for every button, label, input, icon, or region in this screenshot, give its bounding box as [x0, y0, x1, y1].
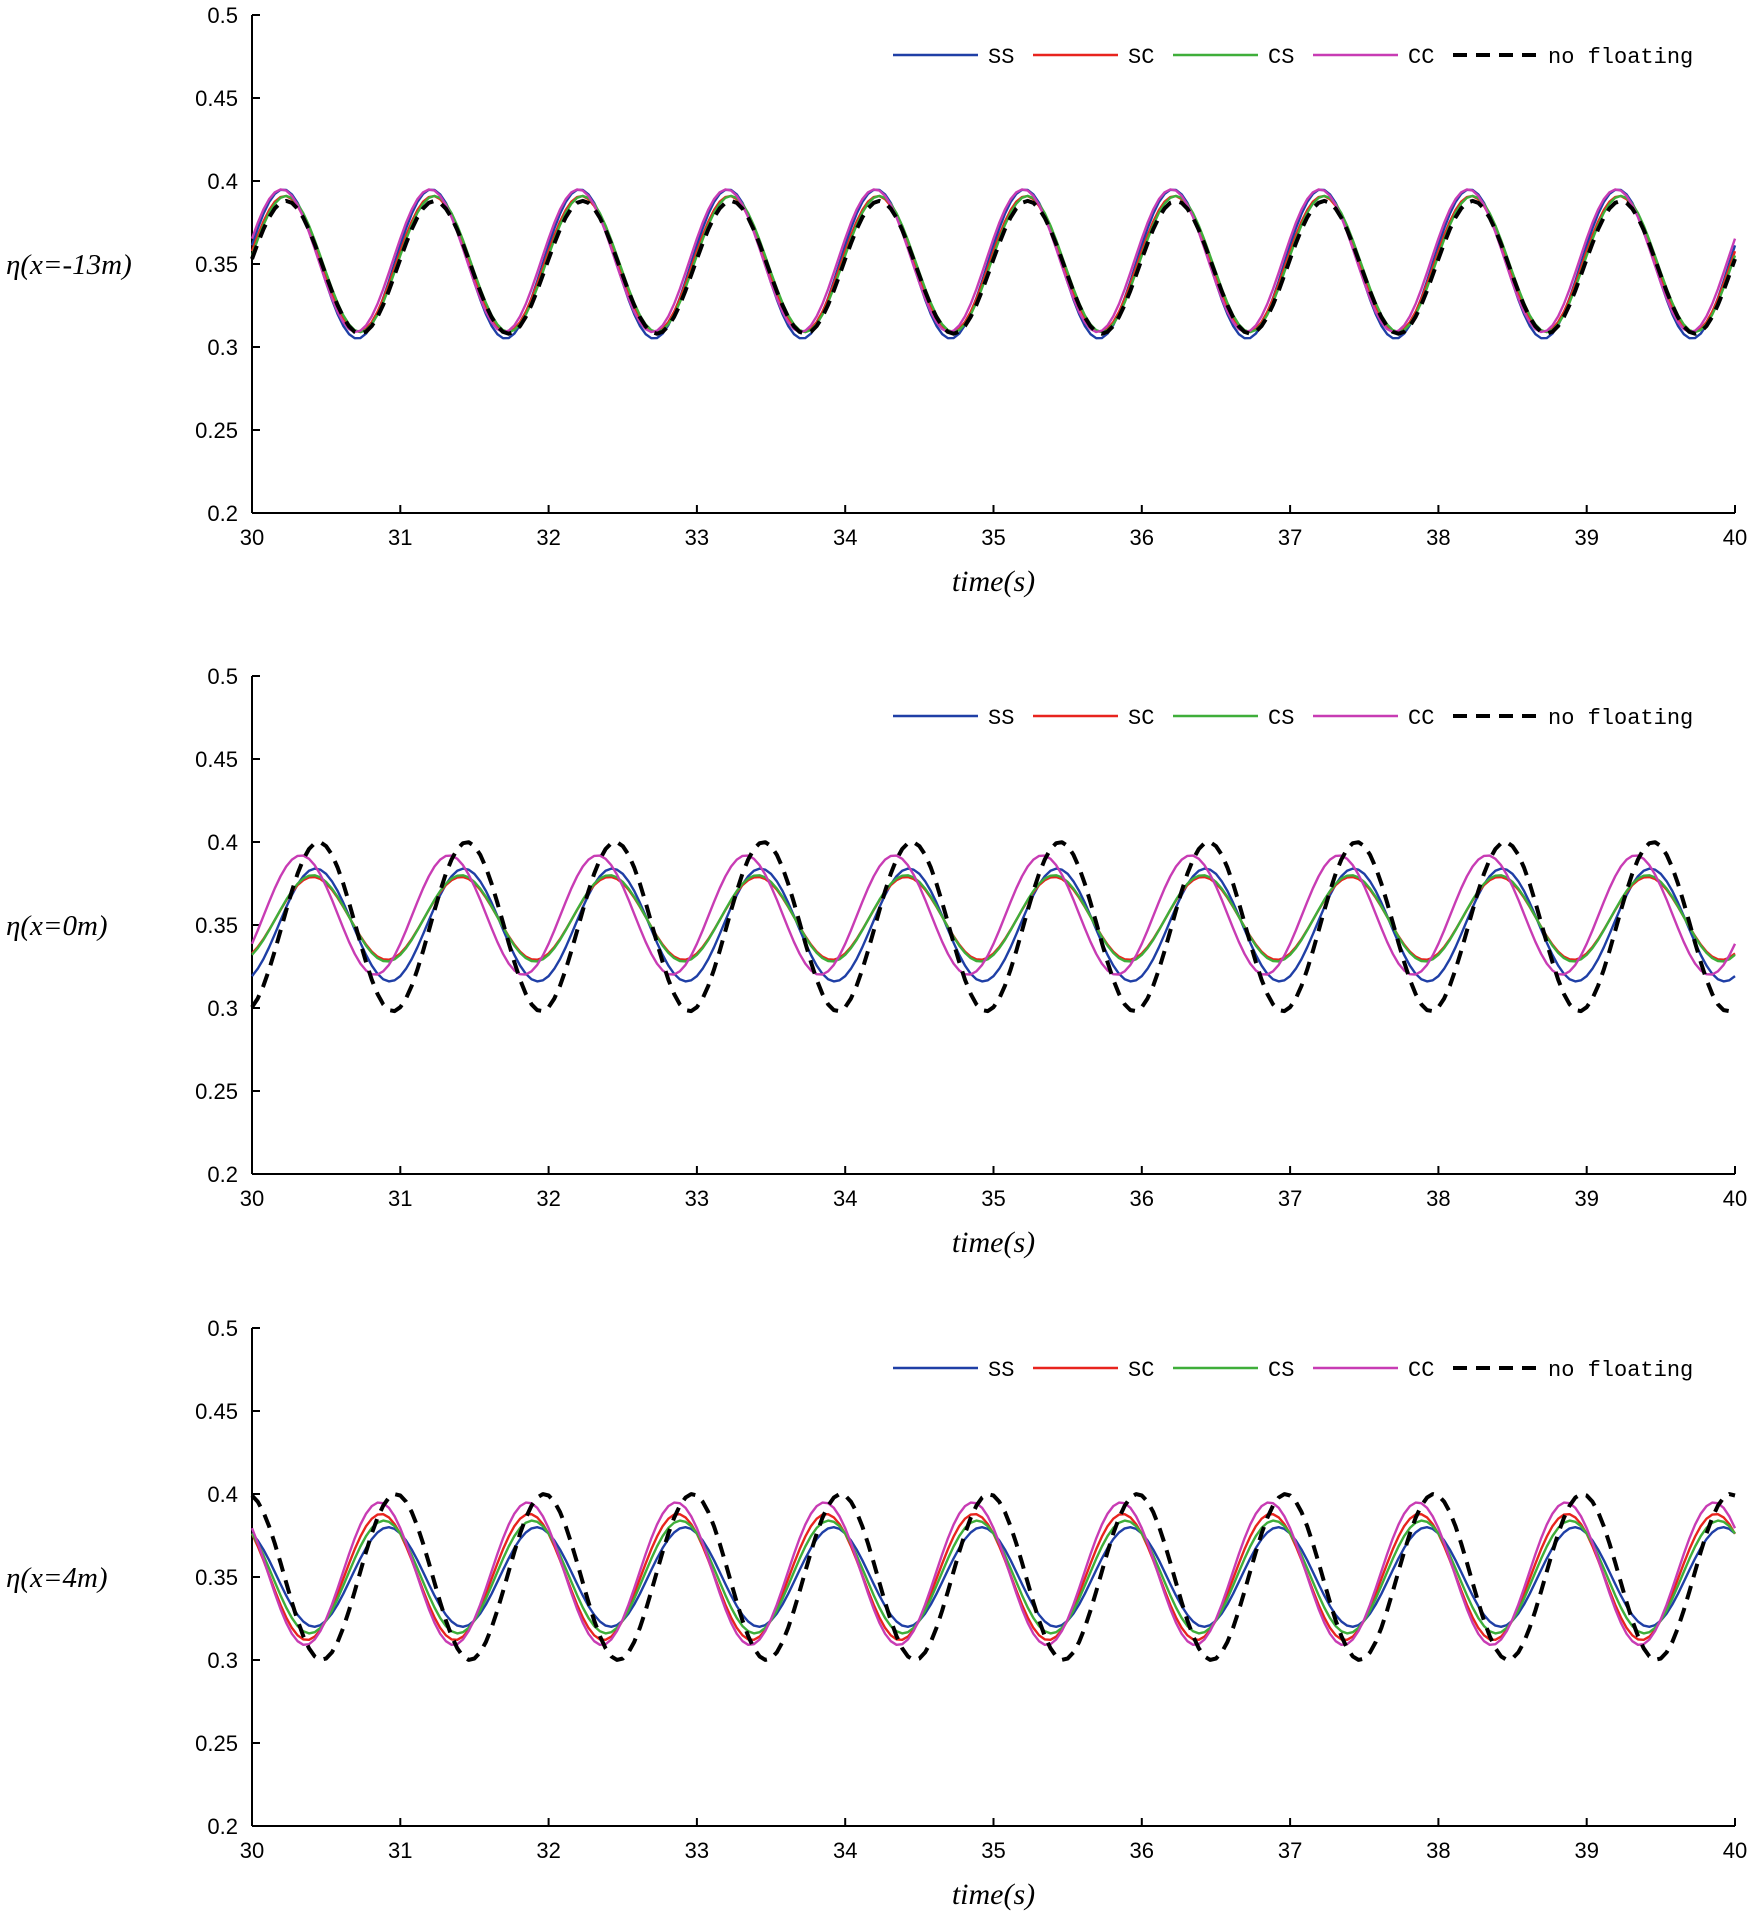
x-tick-label: 36: [1130, 1838, 1154, 1863]
x-tick-label: 40: [1723, 1186, 1747, 1211]
y-tick-label: 0.3: [207, 996, 238, 1021]
series-line-cs: [251, 874, 1736, 963]
legend-label: SS: [988, 45, 1014, 70]
x-tick-label: 35: [981, 1186, 1005, 1211]
chart-panel-1: 0.2 0.25 0.3 0.35 0.4 0.45 0.5 30 31 32 33 34 35 36 37…: [6, 3, 1747, 598]
y-tick-label: 0.2: [207, 1162, 238, 1187]
y-tick-label: 0.45: [195, 1399, 238, 1424]
x-tick-label: 36: [1130, 1186, 1154, 1211]
x-tick-label: 40: [1723, 1838, 1747, 1863]
series-line-ss: [250, 188, 1737, 340]
x-tick-label: 30: [240, 525, 264, 550]
y-tick-label: 0.2: [207, 501, 238, 526]
series-line-ss: [251, 1525, 1736, 1629]
y-axis-label: η(x=4m): [6, 1562, 108, 1594]
x-tick-label: 37: [1278, 525, 1302, 550]
x-tick-label: 37: [1278, 1186, 1302, 1211]
y-tick-label: 0.25: [195, 1731, 238, 1756]
x-tick-label: 40: [1723, 525, 1747, 550]
y-tick-label: 0.4: [207, 1482, 238, 1507]
x-tick-label: 32: [536, 1838, 560, 1863]
x-tick-label: 31: [388, 1186, 412, 1211]
x-tick-label: 33: [685, 525, 709, 550]
legend-label: CS: [1268, 45, 1294, 70]
x-axis-label: time(s): [952, 565, 1035, 598]
x-tick-label: 38: [1426, 1186, 1450, 1211]
y-tick-label: 0.5: [207, 3, 238, 28]
series-line-cs: [250, 194, 1737, 334]
legend-label: no floating: [1548, 1358, 1693, 1383]
x-tick-label: 38: [1426, 1838, 1450, 1863]
x-axis-label: time(s): [952, 1878, 1035, 1911]
y-tick-label: 0.3: [207, 1648, 238, 1673]
series-line-sc: [250, 194, 1737, 334]
x-tick-label: 39: [1574, 1186, 1598, 1211]
y-tick-label: 0.5: [207, 1316, 238, 1341]
legend-label: CC: [1408, 45, 1434, 70]
y-tick-label: 0.35: [195, 913, 238, 938]
x-tick-label: 38: [1426, 525, 1450, 550]
legend-label: CC: [1408, 706, 1434, 731]
legend-label: no floating: [1548, 706, 1693, 731]
x-tick-label: 33: [685, 1186, 709, 1211]
y-tick-label: 0.35: [195, 1565, 238, 1590]
x-tick-label: 37: [1278, 1838, 1302, 1863]
series-line-no-floating: [250, 1492, 1736, 1662]
legend-label: SS: [988, 1358, 1014, 1383]
x-tick-label: 34: [833, 1186, 857, 1211]
y-tick-label: 0.2: [207, 1814, 238, 1839]
legend-label: SC: [1128, 45, 1154, 70]
y-tick-label: 0.4: [207, 169, 238, 194]
x-axis-label: time(s): [952, 1226, 1035, 1259]
series-line-cc: [250, 1501, 1737, 1647]
legend-label: no floating: [1548, 45, 1693, 70]
x-tick-label: 35: [981, 525, 1005, 550]
x-tick-label: 34: [833, 1838, 857, 1863]
y-tick-label: 0.45: [195, 86, 238, 111]
x-tick-label: 36: [1130, 525, 1154, 550]
x-tick-label: 30: [240, 1186, 264, 1211]
y-axis-label: η(x=-13m): [6, 249, 132, 281]
series-line-cc: [250, 854, 1737, 976]
x-tick-label: 31: [388, 525, 412, 550]
y-tick-label: 0.3: [207, 335, 238, 360]
x-tick-label: 33: [685, 1838, 709, 1863]
y-tick-label: 0.45: [195, 747, 238, 772]
series-line-no-floating: [250, 198, 1737, 336]
legend-label: SS: [988, 706, 1014, 731]
y-axis-label: η(x=0m): [6, 910, 108, 942]
chart-panel-3: 0.2 0.25 0.3 0.35 0.4 0.45 0.5 30 31 32 33 34 35 36 37…: [6, 1316, 1747, 1911]
x-tick-label: 39: [1574, 525, 1598, 550]
x-tick-label: 34: [833, 525, 857, 550]
legend-label: CS: [1268, 706, 1294, 731]
x-tick-label: 32: [536, 1186, 560, 1211]
y-tick-label: 0.35: [195, 252, 238, 277]
chart-panel-2: 0.2 0.25 0.3 0.35 0.4 0.45 0.5 30 31 32 33 34 35 36 37…: [6, 664, 1747, 1259]
series-line-no-floating: [250, 840, 1737, 1014]
y-tick-label: 0.5: [207, 664, 238, 689]
y-tick-label: 0.25: [195, 1079, 238, 1104]
legend-label: SC: [1128, 1358, 1154, 1383]
x-tick-label: 39: [1574, 1838, 1598, 1863]
legend-label: CC: [1408, 1358, 1434, 1383]
legend-label: CS: [1268, 1358, 1294, 1383]
y-tick-label: 0.4: [207, 830, 238, 855]
x-tick-label: 32: [536, 525, 560, 550]
x-tick-label: 31: [388, 1838, 412, 1863]
y-tick-label: 0.25: [195, 418, 238, 443]
legend-label: SC: [1128, 706, 1154, 731]
x-tick-label: 30: [240, 1838, 264, 1863]
x-tick-label: 35: [981, 1838, 1005, 1863]
